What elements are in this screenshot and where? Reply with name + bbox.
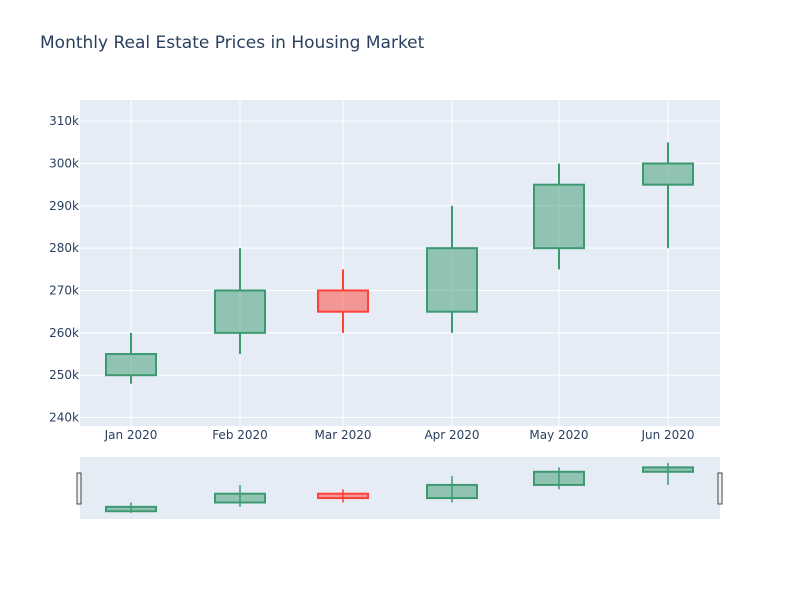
y-tick-label: 310k (49, 114, 79, 128)
x-tick-label: Jan 2020 (104, 428, 158, 442)
candle-body (426, 247, 478, 313)
candle-body (317, 289, 369, 313)
y-tick-label: 290k (49, 199, 79, 213)
y-axis-ticks: 240k 250k 260k 270k 280k 290k 300k 310k (49, 114, 79, 424)
slider-candle-body (317, 492, 369, 500)
candle (642, 142, 694, 249)
y-tick-label: 270k (49, 284, 79, 298)
y-tick-label: 300k (49, 157, 79, 171)
x-tick-label: Mar 2020 (315, 428, 372, 442)
y-tick-label: 280k (49, 241, 79, 255)
slider-candle-body (533, 470, 585, 486)
slider-candle (533, 467, 585, 490)
candle (426, 205, 478, 333)
slider-candle (426, 476, 478, 503)
slider-candle (105, 502, 157, 513)
y-tick-label: 250k (49, 368, 79, 382)
range-slider-left-handle[interactable] (76, 472, 82, 505)
candle (105, 332, 157, 384)
slider-candle (214, 484, 266, 507)
candle-body (214, 289, 266, 334)
slider-candle (317, 489, 369, 503)
x-tick-label: Jun 2020 (640, 428, 694, 442)
candle-body (642, 162, 694, 186)
slider-candle-body (642, 466, 694, 473)
slider-candle-body (426, 483, 478, 500)
candle-body (105, 353, 157, 377)
candles (105, 142, 694, 384)
y-tick-label: 240k (49, 411, 79, 425)
range-slider-preview (105, 463, 694, 513)
slider-candle-body (105, 505, 157, 513)
chart-title: Monthly Real Estate Prices in Housing Ma… (40, 33, 425, 53)
x-axis-ticks: Jan 2020 Feb 2020 Mar 2020 Apr 2020 May 2020… (104, 428, 695, 442)
candle (214, 248, 266, 355)
y-tick-label: 260k (49, 326, 79, 340)
x-tick-label: Feb 2020 (212, 428, 268, 442)
slider-candle-body (214, 492, 266, 504)
range-slider-right-handle[interactable] (717, 472, 723, 505)
plot-area (80, 100, 720, 426)
range-slider[interactable] (80, 457, 720, 519)
candle (317, 269, 369, 333)
slider-candle (642, 463, 694, 485)
candle (533, 163, 585, 270)
candle-body (533, 183, 585, 250)
x-tick-label: May 2020 (529, 428, 588, 442)
x-tick-label: Apr 2020 (424, 428, 479, 442)
